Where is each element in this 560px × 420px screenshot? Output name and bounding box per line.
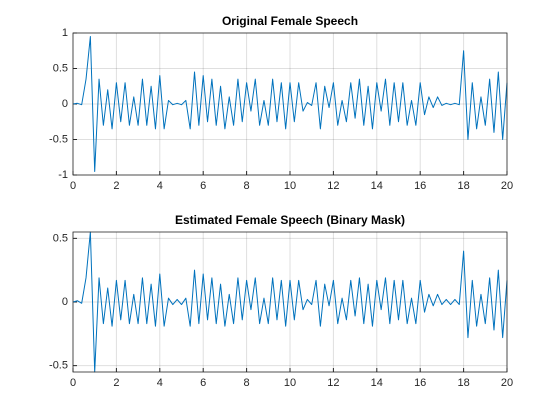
x-tick-label: 12	[327, 377, 339, 389]
x-tick-label: 10	[284, 180, 296, 192]
chart-title: Estimated Female Speech (Binary Mask)	[175, 213, 405, 227]
y-tick-label: 0.5	[53, 62, 68, 74]
x-tick-label: 18	[457, 377, 469, 389]
chart-title: Original Female Speech	[222, 14, 358, 28]
x-tick-label: 14	[371, 377, 383, 389]
y-tick-label: 0.5	[53, 232, 68, 244]
x-tick-label: 0	[70, 377, 76, 389]
x-tick-label: 8	[244, 180, 250, 192]
x-tick-label: 6	[200, 180, 206, 192]
x-tick-label: 18	[457, 180, 469, 192]
x-tick-label: 2	[113, 377, 119, 389]
x-tick-label: 12	[327, 180, 339, 192]
y-tick-label: -0.5	[49, 133, 68, 145]
x-tick-label: 0	[70, 180, 76, 192]
x-tick-label: 8	[244, 377, 250, 389]
waveform	[72, 36, 508, 172]
x-tick-label: 6	[200, 377, 206, 389]
axes-box	[72, 231, 508, 373]
x-tick-label: 16	[414, 377, 426, 389]
x-tick-label: 20	[501, 377, 513, 389]
y-tick-label: -0.5	[49, 360, 68, 372]
x-tick-label: 10	[284, 377, 296, 389]
x-tick-label: 4	[157, 377, 163, 389]
waveform	[72, 231, 508, 373]
axes-box	[72, 32, 508, 176]
x-tick-label: 16	[414, 180, 426, 192]
y-tick-label: -1	[58, 169, 68, 181]
y-tick-label: 0	[62, 98, 68, 110]
x-tick-label: 2	[113, 180, 119, 192]
x-tick-label: 20	[501, 180, 513, 192]
x-tick-label: 4	[157, 180, 163, 192]
y-tick-label: 1	[62, 27, 68, 39]
y-tick-label: 0	[62, 296, 68, 308]
x-tick-label: 14	[371, 180, 383, 192]
